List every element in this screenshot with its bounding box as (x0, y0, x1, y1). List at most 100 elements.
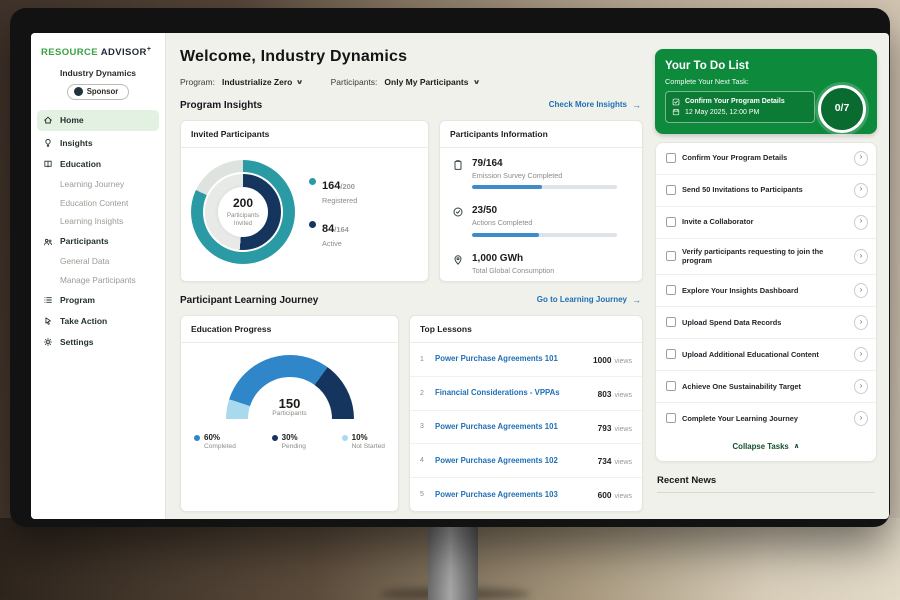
chevron-right-icon[interactable]: › (854, 410, 868, 426)
chevron-right-icon[interactable]: › (854, 150, 868, 166)
home-icon (44, 116, 52, 124)
task-label: Send 50 Invitations to Participants (682, 185, 803, 195)
logo-plus: + (146, 46, 152, 53)
legend-label: Completed (204, 443, 236, 451)
chevron-right-icon[interactable]: › (854, 182, 868, 198)
chevron-right-icon[interactable]: › (854, 248, 868, 264)
lesson-link[interactable]: Power Purchase Agreements 101 (435, 421, 558, 431)
card-title: Top Lessons (410, 316, 642, 344)
program-insights-header: Program Insights Check More Insights → (180, 99, 641, 112)
legend-label: Not Started (351, 443, 385, 451)
education-progress-card: Education Progress 150 Participants (180, 314, 399, 512)
nav-label: Insights (60, 137, 93, 148)
arrow-right-icon: → (632, 99, 641, 110)
task-row[interactable]: Invite a Collaborator › (656, 207, 876, 239)
todo-next-task-box[interactable]: Confirm Your Program Details 12 May 2025… (665, 91, 815, 123)
checkbox-icon[interactable] (666, 217, 676, 228)
sidebar-item-insights[interactable]: Insights (31, 133, 165, 154)
chevron-right-icon[interactable]: › (854, 314, 868, 330)
task-row[interactable]: Upload Additional Educational Content › (656, 339, 876, 371)
recent-news-heading: Recent News (657, 475, 875, 494)
sidebar-item-settings[interactable]: Settings (31, 332, 165, 353)
sidebar-item-participants[interactable]: Participants (31, 231, 165, 252)
task-row[interactable]: Explore Your Insights Dashboard › (656, 275, 876, 307)
sponsor-badge[interactable]: Sponsor (66, 83, 130, 100)
chevron-right-icon[interactable]: › (854, 378, 868, 394)
donut-legend: 164/200 Registered 84/164 Active (309, 175, 357, 249)
legend-item-registered: 164/200 Registered (309, 175, 357, 205)
task-row[interactable]: Upload Spend Data Records › (656, 307, 876, 339)
todo-title: Your To Do List (665, 60, 749, 72)
task-row[interactable]: Confirm Your Program Details › (656, 143, 876, 175)
legend-dot (341, 435, 348, 442)
nav-label: Learning Insights (60, 216, 124, 227)
lesson-rank: 5 (420, 491, 424, 499)
sidebar-item-manage-participants[interactable]: Manage Participants (31, 271, 165, 290)
actions-progress-bar (472, 232, 618, 237)
stat-emission-survey: 79/164 Emission Survey Completed (440, 148, 642, 195)
legend-value: 30% (281, 433, 298, 443)
collapse-tasks-link[interactable]: Collapse Tasks ∧ (656, 434, 876, 461)
sidebar-item-learning-insights[interactable]: Learning Insights (31, 212, 165, 231)
gauge-center-value: 150 (278, 396, 301, 412)
nav-label: General Data (60, 256, 110, 267)
card-title: Participants Information (440, 121, 642, 148)
main-content: Welcome, Industry Dynamics Program: Indu… (166, 33, 653, 519)
program-select[interactable]: Industrialize Zero ∨ (222, 77, 304, 87)
learning-journey-header: Participant Learning Journey Go to Learn… (180, 294, 641, 307)
sidebar-item-take-action[interactable]: Take Action (31, 311, 165, 332)
legend-dot (271, 435, 278, 442)
nav-label: Program (60, 294, 95, 305)
task-row[interactable]: Send 50 Invitations to Participants › (656, 175, 876, 207)
sidebar-item-general-data[interactable]: General Data (31, 252, 165, 271)
legend-item-completed: 60% Completed (194, 433, 236, 452)
checkbox-icon[interactable] (666, 251, 676, 262)
top-lessons-card: Top Lessons 1 Power Purchase Agreements … (409, 314, 643, 512)
chevron-right-icon[interactable]: › (854, 346, 868, 362)
section-title: Program Insights (180, 99, 263, 111)
check-circle-icon (453, 207, 463, 217)
emission-survey-progress-bar (472, 185, 618, 190)
donut-center-label: Participants Invited (226, 211, 260, 227)
book-icon (44, 161, 52, 168)
card-title: Invited Participants (181, 121, 428, 148)
checkbox-icon[interactable] (666, 285, 676, 296)
link-label: Check More Insights (548, 100, 627, 110)
next-task-label: Confirm Your Program Details (685, 98, 785, 106)
go-to-learning-journey-link[interactable]: Go to Learning Journey → (537, 295, 641, 307)
participants-filter-label: Participants: (330, 76, 378, 87)
chevron-right-icon[interactable]: › (854, 214, 868, 230)
participants-select[interactable]: Only My Participants ∨ (384, 77, 480, 87)
app-logo: RESOURCE ADVISOR+ (31, 43, 165, 67)
checkbox-icon[interactable] (666, 317, 676, 328)
task-row[interactable]: Verify participants requesting to join t… (656, 239, 876, 275)
task-row[interactable]: Achieve One Sustainability Target › (656, 371, 876, 403)
checkbox-icon[interactable] (666, 413, 676, 424)
sidebar-item-education[interactable]: Education (31, 154, 165, 175)
lesson-link[interactable]: Power Purchase Agreements 103 (435, 489, 558, 499)
lesson-link[interactable]: Power Purchase Agreements 102 (435, 455, 558, 465)
check-more-insights-link[interactable]: Check More Insights → (549, 100, 641, 112)
checkbox-icon[interactable] (666, 349, 676, 360)
legend-dot (309, 221, 316, 229)
sidebar-item-home[interactable]: Home (37, 109, 159, 131)
stat-actions-completed: 23/50 Actions Completed (440, 195, 642, 242)
sidebar-item-learning-journey[interactable]: Learning Journey (31, 175, 165, 194)
lesson-link[interactable]: Financial Considerations - VPPAs (435, 388, 560, 398)
lightbulb-icon (45, 139, 51, 147)
lesson-link[interactable]: Power Purchase Agreements 101 (435, 354, 558, 364)
chevron-right-icon[interactable]: › (854, 282, 868, 298)
checkbox-icon[interactable] (666, 381, 676, 392)
learning-journey-cards: Education Progress 150 Participants (180, 314, 643, 512)
legend-label: Active (322, 239, 342, 249)
task-label: Achieve One Sustainability Target (682, 381, 801, 391)
sidebar-item-program[interactable]: Program (31, 290, 165, 311)
task-row[interactable]: Complete Your Learning Journey › (656, 403, 876, 434)
legend-value: 84 (322, 223, 335, 236)
checkbox-icon[interactable] (666, 153, 676, 164)
org-name: Industry Dynamics (59, 67, 137, 78)
legend-dot (309, 178, 316, 186)
sidebar-item-education-content[interactable]: Education Content (31, 194, 165, 213)
checkbox-icon[interactable] (666, 185, 676, 196)
